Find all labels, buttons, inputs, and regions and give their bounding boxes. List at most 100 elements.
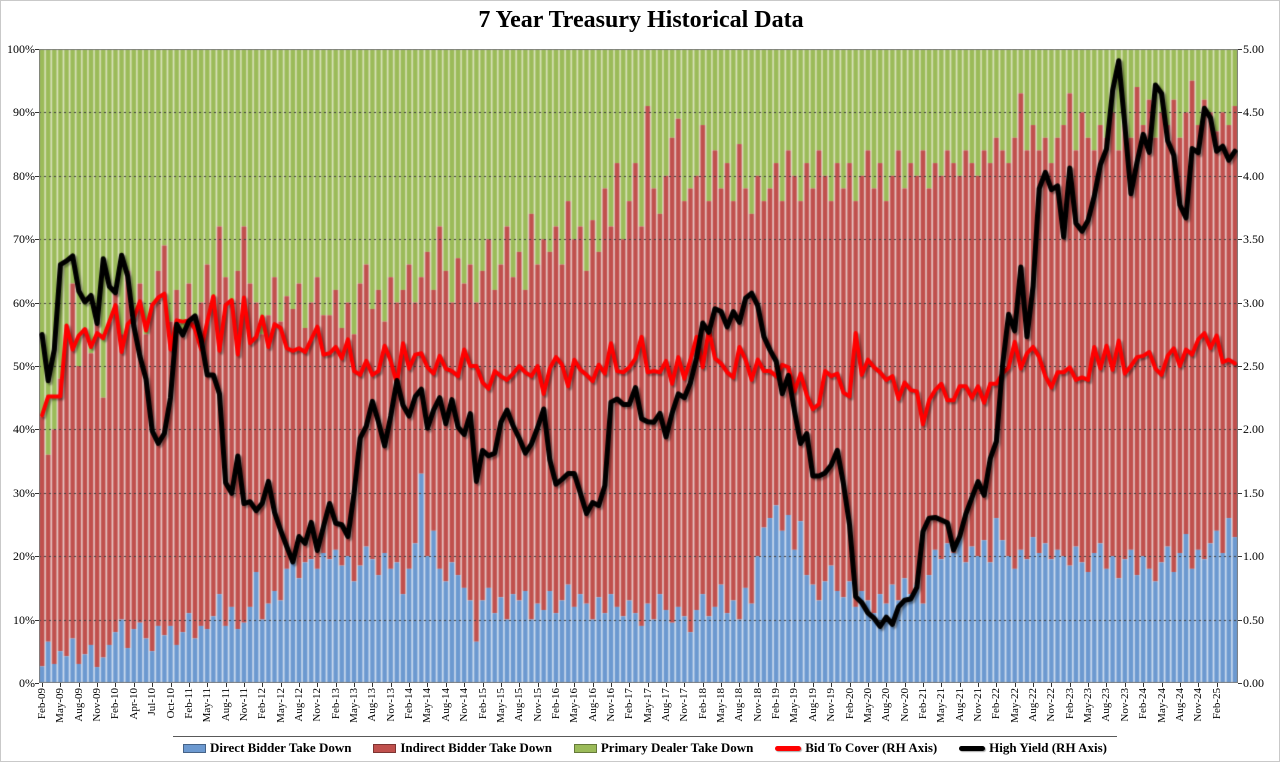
y-axis-right-tick: 4.00 xyxy=(1243,168,1264,183)
x-axis-tickmark xyxy=(446,683,447,687)
x-axis-tick: Nov-11 xyxy=(237,688,250,722)
bid-to-cover-line-icon xyxy=(775,745,802,751)
y-axis-right-tickmark xyxy=(1238,619,1242,621)
y-axis-left-tick: 90% xyxy=(13,105,35,120)
legend-label: Primary Dealer Take Down xyxy=(600,740,754,755)
y-axis-left-tick: 40% xyxy=(13,422,35,437)
x-axis-tick: May-22 xyxy=(1008,688,1021,723)
x-axis-tick: Aug-18 xyxy=(733,688,746,722)
y-axis-right-tick: 0.00 xyxy=(1243,676,1264,690)
x-axis-tick: May-21 xyxy=(935,688,948,723)
x-axis-tickmark xyxy=(996,683,997,687)
x-axis-tickmark xyxy=(629,683,630,687)
x-axis-tickmark xyxy=(501,683,502,687)
y-axis-right-tickmark xyxy=(1238,49,1242,50)
x-axis-tickmark xyxy=(831,683,832,687)
x-axis-tick: Feb-18 xyxy=(696,688,709,720)
y-axis-left-tickmark xyxy=(35,683,39,684)
y-axis-right-tickmark xyxy=(1238,366,1242,367)
y-axis-right-tick: 0.50 xyxy=(1243,612,1264,627)
y-axis-right-tickmark xyxy=(1238,683,1242,684)
x-axis-tick: May-15 xyxy=(494,688,507,723)
x-axis-tick: Aug-22 xyxy=(1027,688,1040,722)
x-axis-tickmark xyxy=(960,683,961,687)
x-axis-tickmark xyxy=(739,683,740,687)
x-axis-tickmark xyxy=(152,683,153,687)
x-axis-tick: May-19 xyxy=(788,688,801,723)
x-axis-tick: Nov-13 xyxy=(384,688,397,722)
x-axis-tickmark xyxy=(427,683,428,687)
legend-item-direct: Direct Bidder Take Down xyxy=(183,740,351,756)
y-axis-right-tickmark xyxy=(1238,175,1242,177)
y-axis-left-tick: 60% xyxy=(13,295,35,310)
x-axis-tickmark xyxy=(281,683,282,687)
x-axis-tickmark xyxy=(134,683,135,687)
x-axis-tickmark xyxy=(226,683,227,687)
x-axis-tick: Nov-23 xyxy=(1118,688,1131,722)
plot-canvas xyxy=(39,49,1238,683)
x-axis-tickmark xyxy=(97,683,98,687)
x-axis-tick: Nov-19 xyxy=(825,688,838,722)
y-axis-left-tickmark xyxy=(35,175,39,177)
y-axis-right-tick: 4.50 xyxy=(1243,105,1264,120)
x-axis-tickmark xyxy=(189,683,190,687)
x-axis-tickmark xyxy=(299,683,300,687)
x-axis-tick: Aug-21 xyxy=(953,688,966,722)
x-axis-tick: Nov-24 xyxy=(1192,688,1205,722)
x-axis-tick: Feb-20 xyxy=(843,688,856,720)
x-axis-tick: Aug-23 xyxy=(1100,688,1113,722)
x-axis-tick: Feb-12 xyxy=(256,688,269,720)
x-axis-tickmark xyxy=(1033,683,1034,687)
x-axis-tick: Feb-09 xyxy=(36,688,49,720)
x-axis-tickmark xyxy=(244,683,245,687)
x-axis-tickmark xyxy=(850,683,851,687)
x-axis-tick: Nov-12 xyxy=(311,688,324,722)
x-axis-tickmark xyxy=(684,683,685,687)
x-axis-tick: Feb-17 xyxy=(623,688,636,720)
legend-item-bid-to-cover: Bid To Cover (RH Axis) xyxy=(775,740,937,756)
x-axis-tickmark xyxy=(721,683,722,687)
chart-title: 7 Year Treasury Historical Data xyxy=(478,7,804,33)
y-axis-left-tick: 70% xyxy=(13,232,35,247)
x-axis-tick: May-13 xyxy=(348,688,361,723)
x-axis-tickmark xyxy=(171,683,172,687)
x-axis-tick: Aug-11 xyxy=(219,688,232,722)
legend: Direct Bidder Take Down Indirect Bidder … xyxy=(173,736,1117,759)
x-axis-tick: May-12 xyxy=(274,688,287,723)
x-axis-tick: May-18 xyxy=(715,688,728,723)
x-axis-tickmark xyxy=(1070,683,1071,687)
x-axis-tick: Aug-19 xyxy=(806,688,819,722)
y-axis-left-tickmark xyxy=(35,49,39,50)
x-axis-tickmark xyxy=(794,683,795,687)
x-axis-tick: May-14 xyxy=(421,688,434,723)
x-axis-tick: Feb-13 xyxy=(329,688,342,720)
x-axis-tickmark xyxy=(372,683,373,687)
x-axis-tickmark xyxy=(1125,683,1126,687)
x-axis-tickmark xyxy=(813,683,814,687)
x-axis-tickmark xyxy=(1198,683,1199,687)
x-axis-tickmark xyxy=(978,683,979,687)
x-axis-tickmark xyxy=(1088,683,1089,687)
y-axis-left-tick: 100% xyxy=(7,42,35,56)
x-axis-tick: Aug-09 xyxy=(72,688,85,722)
y-axis-left-tick: 10% xyxy=(13,612,35,627)
x-axis-tick: Feb-21 xyxy=(916,688,929,720)
x-axis-tickmark xyxy=(923,683,924,687)
x-axis-tickmark xyxy=(1180,683,1181,687)
legend-item-indirect: Indirect Bidder Take Down xyxy=(373,740,552,756)
x-axis-tick: Aug-14 xyxy=(439,688,452,722)
x-axis-tick: Feb-15 xyxy=(476,688,489,720)
x-axis-tick: Apr-10 xyxy=(127,688,140,720)
y-axis-right-tick: 2.00 xyxy=(1243,422,1264,437)
x-axis-tick: Aug-15 xyxy=(513,688,526,722)
x-axis-tickmark xyxy=(207,683,208,687)
y-axis-right-tickmark xyxy=(1238,302,1242,304)
y-axis-left-tickmark xyxy=(35,556,39,558)
x-axis-tick: Feb-23 xyxy=(1063,688,1076,720)
direct-bidder-swatch-icon xyxy=(183,743,206,753)
x-axis-tickmark xyxy=(483,683,484,687)
y-axis-left-tickmark xyxy=(35,112,39,114)
y-axis-left-tickmark xyxy=(35,239,39,241)
x-axis-tickmark xyxy=(409,683,410,687)
